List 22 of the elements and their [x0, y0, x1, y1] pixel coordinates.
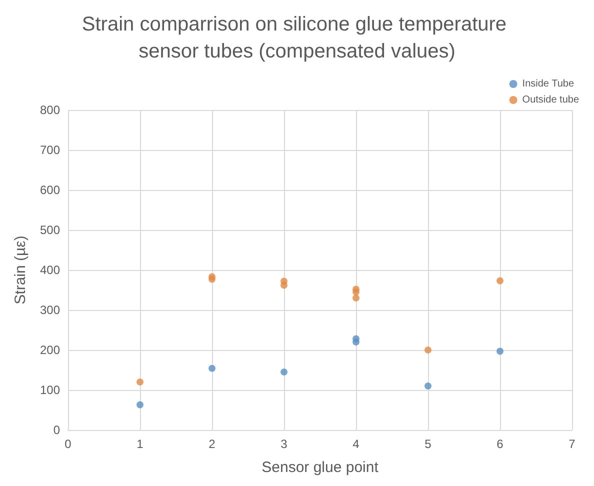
legend-label: Inside Tube	[522, 78, 574, 90]
y-tick-label: 200	[40, 343, 60, 357]
chart-title: Strain comparrison on silicone glue temperature sensor tubes (compensated values)	[82, 14, 512, 62]
x-tick-label: 5	[424, 437, 432, 451]
y-tick-label: 800	[40, 103, 60, 117]
y-tick-label: 600	[40, 183, 60, 197]
y-tick-label: 0	[53, 423, 60, 437]
x-axis-title: Sensor glue point	[262, 459, 380, 476]
y-tick-label: 300	[40, 303, 60, 317]
x-tick-label: 7	[568, 437, 576, 451]
y-tick-label: 400	[40, 263, 60, 277]
x-tick-label: 6	[496, 437, 504, 451]
x-tick-label: 3	[280, 437, 288, 451]
y-tick-label: 500	[40, 223, 60, 237]
x-tick-label: 1	[136, 437, 144, 451]
legend-label: Outside tube	[522, 94, 580, 106]
y-axis-title: Strain (µε)	[12, 236, 29, 304]
y-tick-label: 100	[40, 383, 60, 397]
x-tick-label: 2	[208, 437, 216, 451]
y-tick-label: 700	[40, 143, 60, 157]
x-tick-label: 4	[352, 437, 360, 451]
x-tick-label: 0	[64, 437, 72, 451]
